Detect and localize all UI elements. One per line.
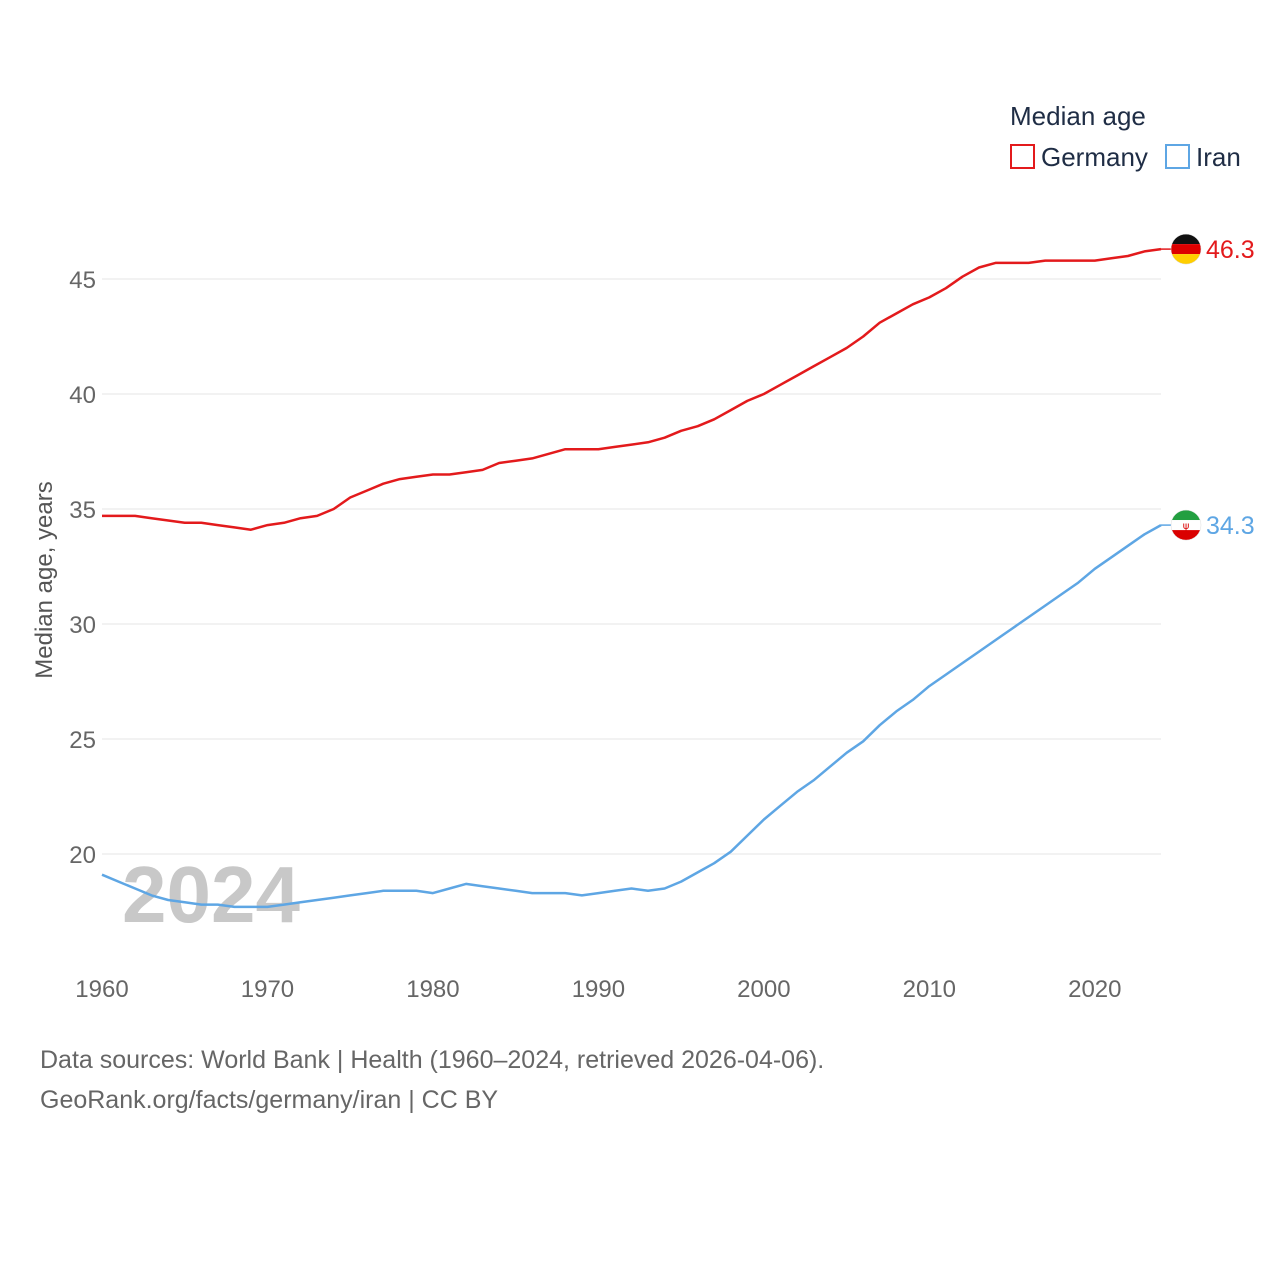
series-line-iran[interactable] [101,524,1162,909]
legend-swatch-germany[interactable] [1010,144,1035,169]
end-value-label-germany: 46.3 [1206,236,1255,264]
germany-flag-icon [1170,233,1202,265]
y-axis-ticks: 20 25 30 35 40 45 [69,267,96,869]
legend-swatch-iran[interactable] [1165,144,1190,169]
footer-credit: GeoRank.org/facts/germany/iran | CC BY [40,1086,499,1114]
x-tick-1980: 1980 [406,976,459,1003]
x-tick-2010: 2010 [903,976,956,1003]
x-tick-2000: 2000 [737,976,790,1003]
y-tick-30: 30 [69,612,96,639]
y-tick-35: 35 [69,497,96,524]
y-tick-20: 20 [69,842,96,869]
x-axis-ticks: 1960 1970 1980 1990 2000 2010 2020 [75,976,1121,1003]
series-lines [101,247,1162,909]
series-line-germany[interactable] [102,247,1162,531]
y-tick-45: 45 [69,267,96,294]
y-tick-40: 40 [69,382,96,409]
legend-label-germany[interactable]: Germany [1041,142,1148,172]
footer-sources: Data sources: World Bank | Health (1960–… [40,1046,825,1074]
svg-text:ψ: ψ [1183,521,1190,532]
y-tick-25: 25 [69,727,96,754]
x-tick-1990: 1990 [572,976,625,1003]
line-chart: 20 25 30 35 40 45 1960 1970 1980 1990 2000 2010 202… [31,101,1255,1003]
series-end-markers: 46.3 ψ 34.3 [1161,233,1255,541]
gridlines [102,278,1161,855]
iran-flag-icon: ψ [1170,509,1202,541]
legend: Median age Germany Iran [1010,101,1241,172]
x-tick-1970: 1970 [241,976,294,1003]
legend-title: Median age [1010,101,1146,131]
x-tick-2020: 2020 [1068,976,1121,1003]
x-tick-1960: 1960 [75,976,128,1003]
legend-label-iran[interactable]: Iran [1196,142,1241,172]
y-axis-label: Median age, years [31,481,58,678]
end-value-label-iran: 34.3 [1206,512,1255,540]
